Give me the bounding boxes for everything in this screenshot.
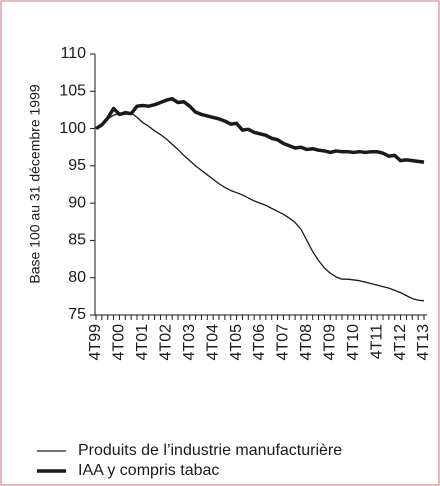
x-tick-label: 4T09 [322,324,339,361]
y-tick-label: 105 [59,83,86,100]
legend-label: IAA y compris tabac [78,462,219,479]
x-tick-label: 4T00 [111,324,128,361]
x-tick-label: 4T12 [392,324,409,361]
x-tick-label: 4T06 [251,324,268,361]
x-tick-label: 4T05 [228,324,245,361]
x-tick-label: 4T02 [158,324,175,361]
legend-label: Produits de l’industrie manufacturière [78,442,342,459]
y-tick-label: 100 [59,120,86,137]
y-axis-label: Base 100 au 31 décembre 1999 [27,84,43,283]
x-tick-label: 4T10 [345,324,362,361]
y-tick-label: 75 [68,306,86,323]
x-tick-label: 4T08 [298,324,315,361]
y-tick-label: 80 [68,269,86,286]
y-tick-label: 90 [68,194,86,211]
y-tick-label: 110 [60,45,86,62]
x-tick-label: 4T04 [204,324,221,361]
x-tick-label: 4T99 [87,324,104,361]
x-tick-label: 4T11 [368,324,385,359]
x-tick-label: 4T13 [415,324,432,361]
x-tick-label: 4T07 [275,324,292,361]
y-tick-label: 95 [68,157,86,174]
line-series [95,96,425,164]
y-tick-label: 85 [68,232,86,249]
x-tick-label: 4T01 [134,324,151,361]
x-tick-label: 4T03 [181,324,198,361]
line-series [95,110,425,302]
